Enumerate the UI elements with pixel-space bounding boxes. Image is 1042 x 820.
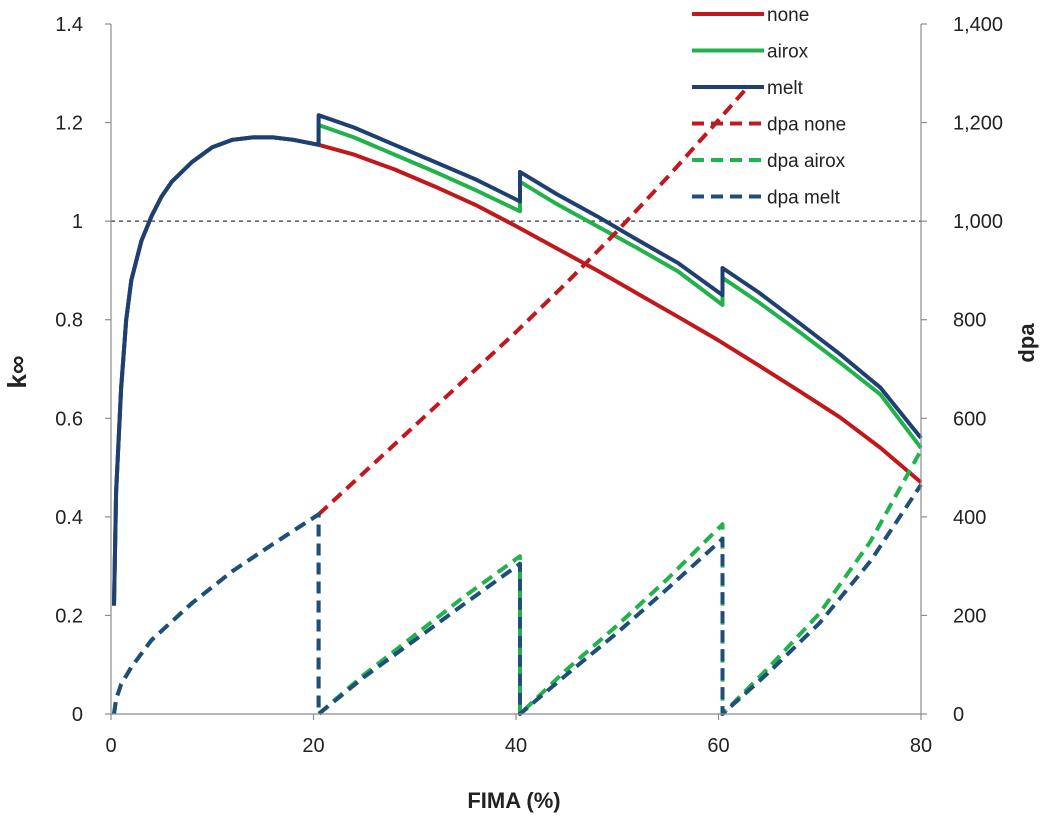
y-right-tick-label: 400 bbox=[953, 507, 986, 529]
series-line-melt bbox=[112, 113, 923, 606]
x-tick-label: 60 bbox=[707, 735, 729, 757]
x-tick-label: 0 bbox=[105, 735, 116, 757]
y-left-tick-label: 0.8 bbox=[55, 310, 83, 332]
axes: 0 20 40 60 8000.20.40.60.811.21.402004006008… bbox=[55, 14, 1003, 757]
y-left-tick-label: 1.2 bbox=[55, 113, 83, 135]
legend: none airox melt dpa none dpa airox dpa melt bbox=[692, 5, 846, 209]
x-tick-label: 20 bbox=[302, 735, 324, 757]
y-right-tick-label: 0 bbox=[953, 704, 964, 726]
y-left-tick-label: 0.2 bbox=[55, 605, 83, 627]
legend-label-melt: melt bbox=[767, 78, 804, 99]
legend-label-none: none bbox=[767, 5, 809, 26]
y-right-tick-label: 800 bbox=[953, 310, 986, 332]
legend-label-dpa-airox: dpa airox bbox=[767, 151, 846, 172]
y-right-tick-label: 200 bbox=[953, 605, 986, 627]
y-right-tick-label: 1,000 bbox=[953, 211, 1003, 233]
y-right-axis-title: dpa bbox=[1014, 323, 1039, 363]
y-right-tick-label: 600 bbox=[953, 408, 986, 430]
legend-label-dpa-melt: dpa melt bbox=[767, 188, 841, 209]
x-tick-label: 40 bbox=[505, 735, 527, 757]
legend-label-airox: airox bbox=[767, 42, 809, 63]
plot-area bbox=[111, 84, 923, 716]
series-line-dpa-melt bbox=[112, 483, 923, 716]
y-left-tick-label: 1.4 bbox=[55, 14, 83, 36]
series-line-dpa-none bbox=[317, 84, 751, 516]
y-right-tick-label: 1,200 bbox=[953, 113, 1003, 135]
x-tick-label: 80 bbox=[910, 735, 932, 757]
y-right-tick-label: 1,400 bbox=[953, 14, 1003, 36]
x-axis-title: FIMA (%) bbox=[467, 788, 560, 813]
legend-label-dpa-none: dpa none bbox=[767, 115, 846, 136]
y-left-tick-label: 1 bbox=[72, 211, 83, 233]
series-line-dpa-airox bbox=[112, 449, 923, 716]
y-left-tick-label: 0.6 bbox=[55, 408, 83, 430]
y-left-tick-label: 0 bbox=[72, 704, 83, 726]
y-left-tick-label: 0.4 bbox=[55, 507, 83, 529]
y-left-axis-title: k∞ bbox=[2, 356, 32, 389]
